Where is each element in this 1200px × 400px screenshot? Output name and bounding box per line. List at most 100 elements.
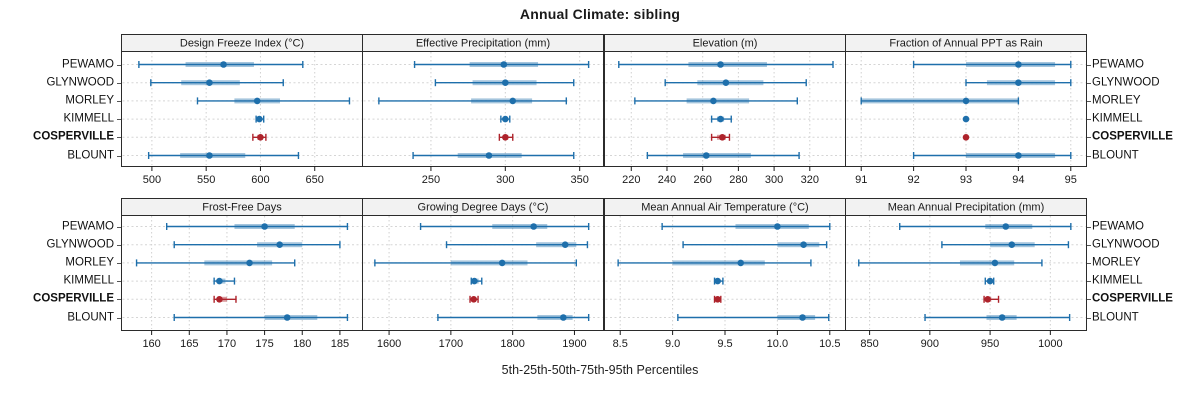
series-cosperville-marker (498, 133, 514, 141)
row-label-left-blount: BLOUNT (67, 310, 114, 323)
x-tick-label: 250 (422, 174, 440, 186)
x-tick-label: 94 (1012, 174, 1024, 186)
row-label-left-pewamo: PEWAMO (62, 219, 114, 232)
left-category-tick (116, 226, 121, 228)
x-tick-label: 9.5 (717, 338, 732, 350)
series-kimmell-marker (962, 115, 970, 123)
series-pewamo-marker (618, 61, 834, 68)
series-blount-marker (924, 314, 1071, 321)
right-category-tick (1086, 137, 1091, 139)
row-label-right-kimmell: KIMMELL (1092, 274, 1143, 287)
row-label-left-morley: MORLEY (65, 94, 114, 107)
series-kimmell-marker (470, 277, 483, 285)
series-cosperville-marker (983, 295, 1000, 303)
row-label-left-blount: BLOUNT (67, 148, 114, 161)
x-tick-label: 1600 (377, 338, 401, 350)
series-morley-marker (858, 259, 1043, 267)
panel-svg-frost-free-days: 160 165 170 175 180 185 Frost-Free Days (121, 198, 363, 350)
series-blount-marker (646, 152, 800, 159)
x-tick-label: 160 (142, 338, 160, 350)
series-kimmell-marker (984, 277, 995, 285)
panel-svg-growing-degree-days-c: 1600 1700 1800 1900 Growing Degree Days (°C) (362, 198, 604, 350)
series-cosperville-marker (252, 133, 267, 141)
left-category-tick (116, 82, 121, 84)
x-tick-label: 260 (694, 174, 712, 186)
series-pewamo-marker (413, 61, 590, 68)
x-tick-label: 1000 (1038, 338, 1062, 350)
x-tick-label: 850 (860, 338, 878, 350)
panel-svg-mean-annual-air-temperature-c: 8.5 9.0 9.5 10.0 10.5 Mean Annual Air Tempera… (604, 198, 846, 350)
left-category-tick (116, 317, 121, 319)
series-blount-marker (147, 152, 300, 159)
series-pewamo-marker (419, 223, 590, 230)
series-kimmell-marker (500, 115, 511, 123)
series-glynwood-marker (664, 79, 807, 87)
right-category-tick (1086, 64, 1091, 66)
panel-svg-design-freeze-index-c: 500 550 600 650 Design Freeze Index (°C) (121, 34, 363, 186)
panel-strip-title: Design Freeze Index (°C) (180, 38, 304, 50)
row-label-right-pewamo: PEWAMO (1092, 57, 1144, 70)
series-glynwood-marker (173, 241, 341, 249)
series-morley-marker (374, 259, 578, 267)
right-category-tick (1086, 119, 1091, 121)
x-tick-label: 900 (921, 338, 939, 350)
panel-effective-precipitation-mm: 250 300 350 Effective Precipitation (mm) (362, 34, 604, 192)
row-label-right-cosperville: COSPERVILLE (1092, 130, 1173, 143)
row-label-right-glynwood: GLYNWOOD (1092, 75, 1160, 88)
x-tick-label: 91 (855, 174, 867, 186)
series-morley-marker (378, 97, 568, 105)
right-category-tick (1086, 82, 1091, 84)
right-category-tick (1086, 226, 1091, 228)
series-blount-marker (677, 314, 830, 321)
x-tick-label: 300 (496, 174, 514, 186)
series-glynwood-marker (682, 241, 828, 249)
panel-svg-elevation-m: 220 240 260 280 300 320 Elevation (m) (604, 34, 846, 186)
series-pewamo-marker (661, 223, 831, 230)
x-tick-label: 92 (907, 174, 919, 186)
x-tick-label: 185 (331, 338, 349, 350)
right-category-tick (1086, 100, 1091, 102)
x-tick-label: 165 (180, 338, 198, 350)
row-label-left-pewamo: PEWAMO (62, 57, 114, 70)
x-tick-label: 600 (251, 174, 269, 186)
x-tick-label: 1800 (500, 338, 524, 350)
x-tick-label: 1700 (439, 338, 463, 350)
row-label-right-blount: BLOUNT (1092, 148, 1139, 161)
panel-strip-title: Mean Annual Precipitation (mm) (888, 202, 1045, 214)
x-tick-label: 9.0 (665, 338, 680, 350)
series-morley-marker (617, 259, 812, 267)
right-category-tick (1086, 244, 1091, 246)
x-tick-label: 95 (1065, 174, 1077, 186)
x-tick-label: 320 (801, 174, 819, 186)
series-cosperville-marker (962, 134, 970, 141)
series-pewamo-marker (138, 61, 304, 68)
x-tick-label: 550 (197, 174, 215, 186)
series-kimmell-marker (255, 115, 265, 123)
left-category-tick (116, 155, 121, 157)
row-label-left-glynwood: GLYNWOOD (46, 237, 114, 250)
panel-strip-title: Mean Annual Air Temperature (°C) (641, 202, 808, 214)
row-label-right-morley: MORLEY (1092, 256, 1141, 269)
left-category-tick (116, 100, 121, 102)
panel-svg-mean-annual-precipitation-mm: 850 900 950 1000 Mean Annual Precipitation (… (845, 198, 1087, 350)
right-category-tick (1086, 281, 1091, 283)
x-tick-label: 220 (622, 174, 640, 186)
series-pewamo-marker (899, 223, 1072, 230)
row-label-left-cosperville: COSPERVILLE (33, 292, 114, 305)
panel-svg-fraction-of-annual-ppt-as-rain: 91 92 93 94 95 Fraction of Annual PPT as Rain (845, 34, 1087, 186)
series-cosperville-marker (469, 295, 479, 303)
row-label-left-kimmell: KIMMELL (63, 274, 115, 287)
panel-design-freeze-index-c: 500 550 600 650 Design Freeze Index (°C) (121, 34, 363, 192)
x-tick-label: 280 (729, 174, 747, 186)
panel-frost-free-days: 160 165 170 175 180 185 Frost-Free Days (121, 198, 363, 356)
x-tick-label: 10.0 (767, 338, 788, 350)
series-glynwood-marker (965, 79, 1072, 87)
series-morley-marker (196, 97, 351, 105)
left-category-tick (116, 281, 121, 283)
row-label-right-blount: BLOUNT (1092, 310, 1139, 323)
left-category-tick (116, 299, 121, 301)
panel-strip-title: Fraction of Annual PPT as Rain (889, 38, 1042, 50)
left-category-tick (116, 262, 121, 264)
x-tick-label: 950 (981, 338, 999, 350)
